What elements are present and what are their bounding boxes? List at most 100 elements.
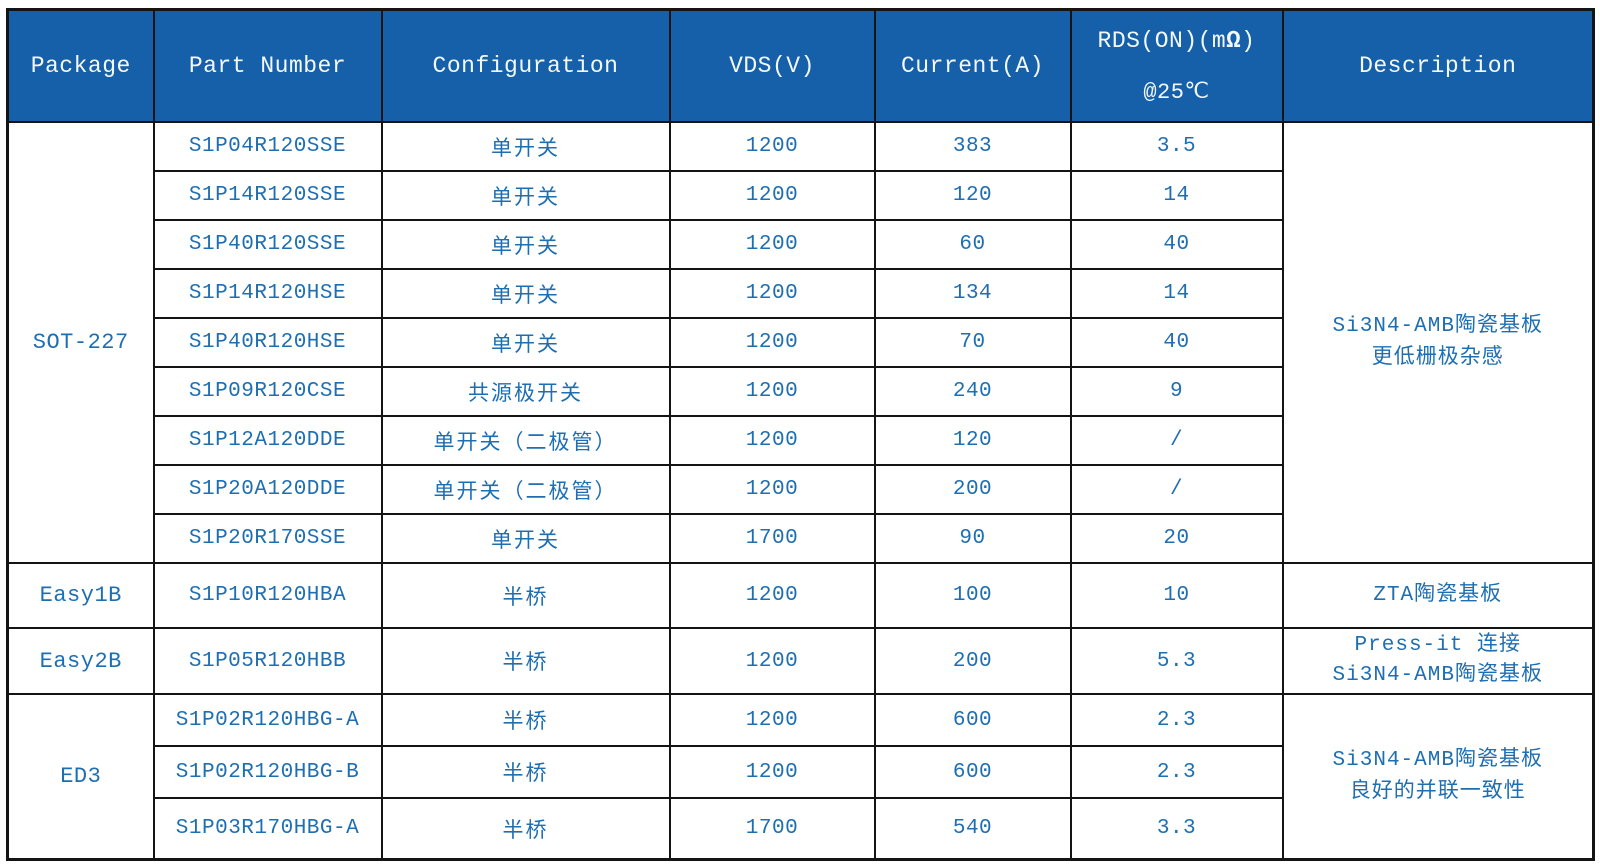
part-number-cell: S1P14R120SSE [152,170,383,221]
part-number-cell: S1P09R120CSE [152,366,383,417]
table-header: Package Part Number Configuration VDS(V)… [6,8,1595,123]
vds-cell: 1200 [668,627,876,695]
part-number-cell: S1P40R120HSE [152,317,383,368]
col-header-package: Package [6,8,155,123]
col-header-current: Current(A) [873,8,1072,123]
rds-cell: / [1069,464,1284,515]
package-cell-easy1b: Easy1B [6,562,155,629]
configuration-cell: 半桥 [380,745,671,799]
rds-cell: 40 [1069,219,1284,270]
vds-cell: 1200 [668,745,876,799]
current-cell: 383 [873,121,1072,172]
rds-cell: 5.3 [1069,627,1284,695]
vds-cell: 1200 [668,121,876,172]
configuration-cell: 单开关 [380,317,671,368]
description-cell-sot227: Si3N4-AMB陶瓷基板 更低栅极杂感 [1281,121,1595,564]
table-row: S1P12A120DDE 单开关（二极管） 1200 120 / [8,415,1594,466]
table-row: ED3 S1P02R120HBG-A 半桥 1200 600 2.3 Si3N4… [6,693,1595,861]
current-cell: 200 [873,627,1072,695]
configuration-cell: 单开关（二极管） [380,415,671,466]
vds-cell: 1200 [668,562,876,629]
package-cell-ed3: ED3 [6,693,155,861]
configuration-cell: 半桥 [380,562,671,629]
col-header-configuration: Configuration [380,8,671,123]
rds-cell: 3.3 [1069,797,1284,861]
table-row: S1P02R120HBG-B 半桥 1200 600 2.3 [8,745,1594,799]
configuration-cell: 半桥 [380,627,671,695]
part-number-cell: S1P20R170SSE [152,513,383,564]
rds-cell: 10 [1069,562,1284,629]
rds-cell: 2.3 [1069,745,1284,799]
configuration-cell: 半桥 [380,693,671,747]
rds-header-line1: RDS(ON)(mΩ) [1097,27,1256,55]
current-cell: 134 [873,268,1072,319]
table-row: SOT-227 S1P04R120SSE 单开关 1200 383 3.5 Si… [6,121,1595,564]
current-cell: 600 [873,693,1072,747]
omega-symbol: Ω [1226,27,1242,55]
table-row: S1P20A120DDE 单开关（二极管） 1200 200 / [8,464,1594,515]
description-cell-easy2b: Press-it 连接 Si3N4-AMB陶瓷基板 [1281,627,1595,695]
package-cell-easy2b: Easy2B [6,627,155,695]
current-cell: 90 [873,513,1072,564]
current-cell: 120 [873,170,1072,221]
part-number-cell: S1P14R120HSE [152,268,383,319]
mosfet-spec-table: Package Part Number Configuration VDS(V)… [6,8,1595,861]
configuration-cell: 单开关 [380,170,671,221]
vds-cell: 1200 [668,415,876,466]
current-cell: 120 [873,415,1072,466]
rds-cell: 9 [1069,366,1284,417]
col-header-part-number: Part Number [152,8,383,123]
table-row: S1P14R120SSE 单开关 1200 120 14 [8,170,1594,221]
vds-cell: 1200 [668,219,876,270]
header-row: Package Part Number Configuration VDS(V)… [6,8,1595,123]
current-cell: 70 [873,317,1072,368]
description-line: 良好的并联一致性 [1349,780,1526,804]
configuration-cell: 单开关 [380,121,671,172]
current-cell: 100 [873,562,1072,629]
vds-cell: 1200 [668,170,876,221]
rds-cell: 14 [1069,170,1284,221]
rds-cell: 14 [1069,268,1284,319]
description-line: 更低栅极杂感 [1371,346,1504,370]
current-cell: 540 [873,797,1072,861]
part-number-cell: S1P05R120HBB [152,627,383,695]
part-number-cell: S1P40R120SSE [152,219,383,270]
description-cell-easy1b: ZTA陶瓷基板 [1281,562,1595,629]
part-number-cell: S1P12A120DDE [152,415,383,466]
table-row: S1P40R120SSE 单开关 1200 60 40 [8,219,1594,270]
table-row: S1P14R120HSE 单开关 1200 134 14 [8,268,1594,319]
configuration-cell: 共源极开关 [380,366,671,417]
current-cell: 600 [873,745,1072,799]
table-row: Easy2B S1P05R120HBB 半桥 1200 200 5.3 Pres… [6,627,1595,695]
configuration-cell: 单开关（二极管） [380,464,671,515]
table-row: S1P03R170HBG-A 半桥 1700 540 3.3 [8,797,1594,861]
col-header-description: Description [1281,8,1595,123]
spec-table-container: Package Part Number Configuration VDS(V)… [6,8,1595,861]
vds-cell: 1200 [668,366,876,417]
configuration-cell: 单开关 [380,513,671,564]
col-header-rds: RDS(ON)(mΩ) @25℃ [1069,8,1284,123]
current-cell: 240 [873,366,1072,417]
vds-cell: 1200 [668,268,876,319]
part-number-cell: S1P03R170HBG-A [152,797,383,861]
rds-cell: 3.5 [1069,121,1284,172]
current-cell: 200 [873,464,1072,515]
description-line: Si3N4-AMB陶瓷基板 [1332,314,1543,338]
rds-header-line2: @25℃ [1143,79,1210,105]
vds-cell: 1200 [668,693,876,747]
vds-cell: 1200 [668,317,876,368]
current-cell: 60 [873,219,1072,270]
part-number-cell: S1P20A120DDE [152,464,383,515]
configuration-cell: 单开关 [380,219,671,270]
description-line: Press-it 连接 [1354,634,1521,657]
part-number-cell: S1P02R120HBG-A [152,693,383,747]
part-number-cell: S1P02R120HBG-B [152,745,383,799]
table-row: S1P40R120HSE 单开关 1200 70 40 [8,317,1594,368]
configuration-cell: 单开关 [380,268,671,319]
rds-cell: 40 [1069,317,1284,368]
vds-cell: 1700 [668,797,876,861]
configuration-cell: 半桥 [380,797,671,861]
table-row: S1P09R120CSE 共源极开关 1200 240 9 [8,366,1594,417]
description-line: ZTA陶瓷基板 [1373,583,1503,607]
rds-cell: / [1069,415,1284,466]
